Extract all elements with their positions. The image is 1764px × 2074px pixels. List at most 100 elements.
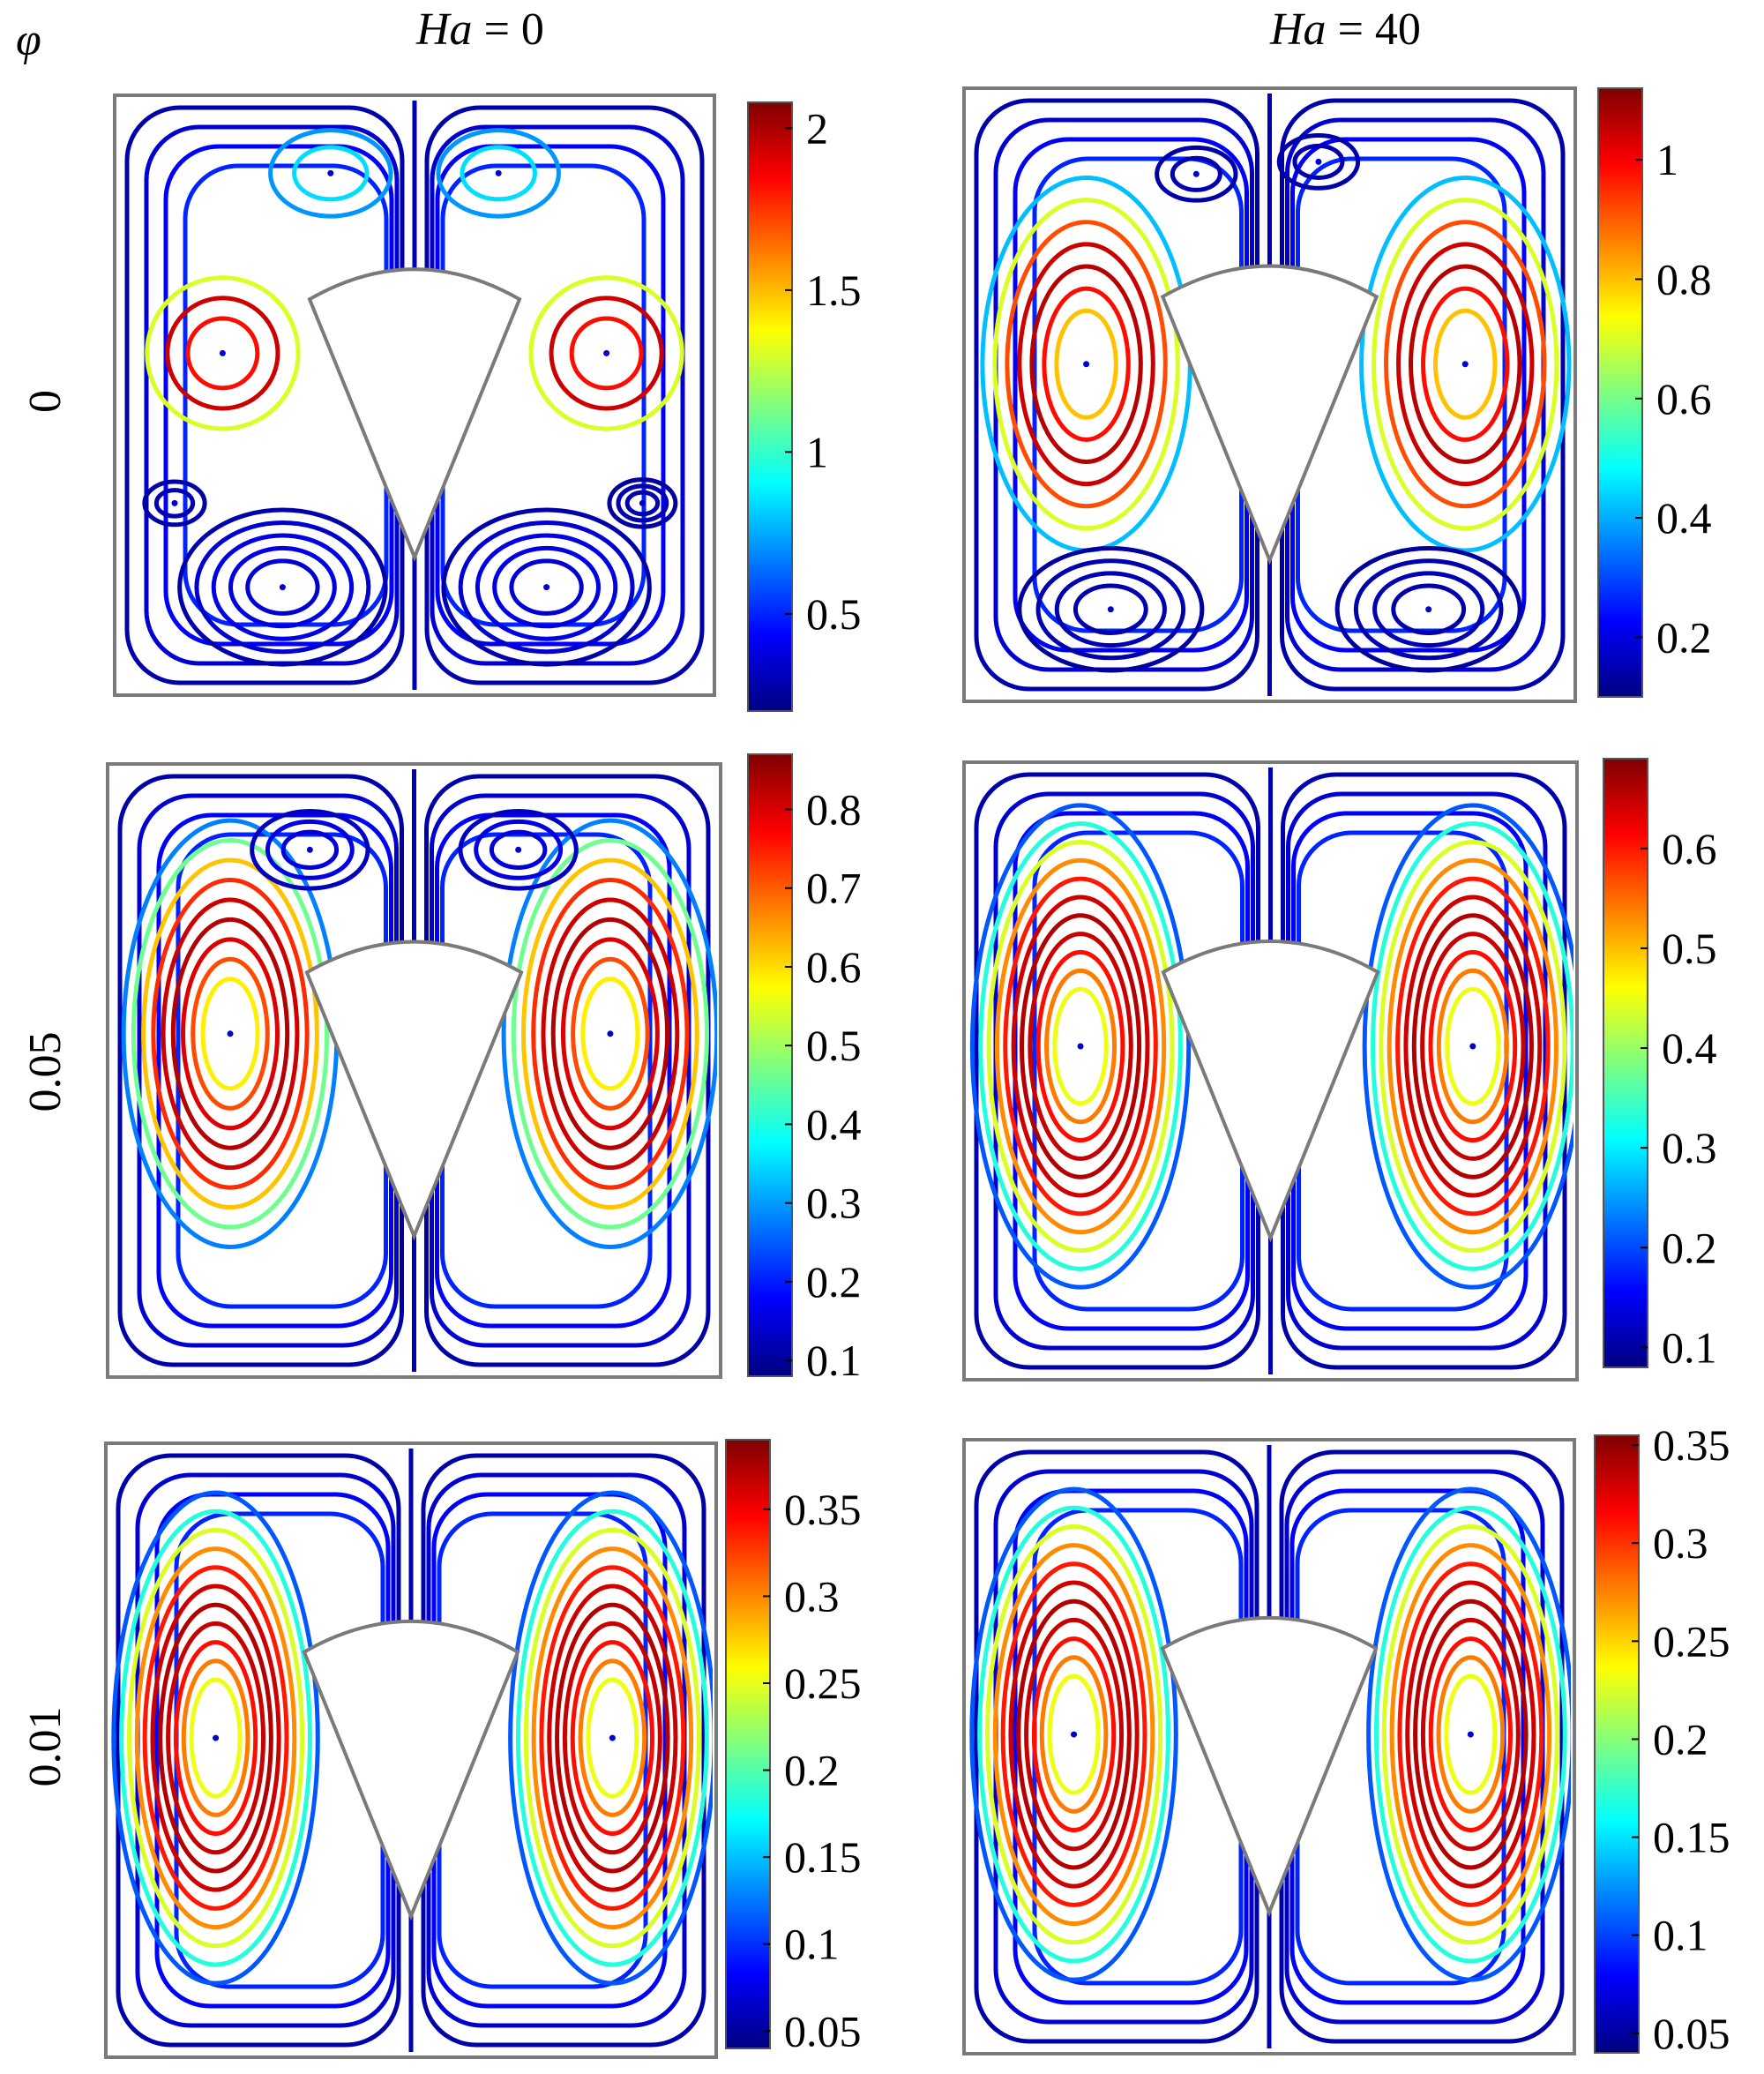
vortex-streamline (1445, 986, 1501, 1106)
colorbar-tick-label: 0.3 (784, 1571, 840, 1621)
vortex-center (1107, 606, 1114, 613)
colorbar (1603, 758, 1648, 1368)
colorbar-tick-label: 0.1 (1662, 1322, 1717, 1372)
vortex-streamline (280, 829, 340, 870)
vortex-center (306, 846, 313, 853)
colorbar (1594, 1434, 1640, 2054)
vortex-streamline (131, 838, 330, 1230)
vortex-streamline (1371, 821, 1573, 1271)
vortex-streamline (194, 520, 371, 655)
vortex-streamline (1039, 1655, 1109, 1814)
colorbar-tick-label: 0.4 (1656, 493, 1712, 543)
column-header-ha-40-eq: = 40 (1327, 4, 1421, 55)
vortex-center (603, 349, 610, 356)
vortex-streamline (141, 857, 319, 1210)
vortex-streamline (992, 1543, 1155, 1927)
row-label-phi-0.05: 0.05 (20, 1032, 71, 1112)
colorbar-tick-label: 0.5 (806, 589, 862, 639)
vortex-streamline (1391, 583, 1467, 635)
vortex-streamline (492, 545, 602, 629)
row-label-phi-0.01: 0.01 (20, 1707, 71, 1787)
column-header-ha-0-var: Ha (415, 4, 473, 55)
vortex-streamline (1436, 968, 1509, 1125)
colorbar-tick-label: 0.6 (806, 942, 862, 992)
panels: 0.511.520.20.40.60.810.10.20.30.40.50.60… (104, 86, 1730, 2059)
vortex-streamline (531, 877, 690, 1190)
vortex-center (171, 499, 178, 506)
panel-phi-0-col-1: 0.2 0.4 0.6 0.8 1 (962, 86, 1712, 703)
vortex-streamline (1155, 145, 1238, 203)
colorbar-tick-label: 0.3 (806, 1179, 862, 1228)
colorbar-tick-label: 0.05 (1653, 2009, 1730, 2058)
vortex-center (327, 169, 334, 176)
vortex-streamline (531, 1546, 694, 1930)
colorbar-tick-label: 0.5 (1662, 924, 1717, 973)
vortex-streamline (1028, 932, 1133, 1161)
vortex-center (495, 169, 502, 176)
vortex-streamline (511, 838, 710, 1230)
vortex-streamline (211, 533, 355, 641)
sector-obstacle (307, 267, 522, 562)
vortex-center (609, 1734, 616, 1741)
vortex-streamline (580, 977, 640, 1091)
vortex-streamline (173, 1640, 258, 1837)
vortex-streamline (475, 533, 618, 641)
colorbar-tick-label: 0.4 (1662, 1023, 1717, 1073)
colorbar-tick-label: 0.5 (806, 1021, 862, 1070)
colorbar-tick-label: 0.8 (806, 784, 862, 834)
sector-obstacle (304, 940, 524, 1241)
vortex-center (213, 1734, 220, 1741)
colorbar-tick-label: 0.1 (784, 1920, 840, 1969)
colorbar-tick-label: 0.1 (806, 1336, 862, 1385)
vortex-streamline (616, 483, 669, 523)
vortex-streamline (1421, 286, 1510, 442)
vortex-center (1315, 158, 1322, 165)
vortex-streamline (528, 275, 684, 431)
colorbar-tick-label: 0.15 (1653, 1813, 1730, 1862)
vortex-streamline (1379, 839, 1567, 1254)
vortex-center (1467, 1731, 1474, 1738)
vortex-streamline (578, 1658, 647, 1817)
colorbar-tick-label: 0.3 (1662, 1123, 1717, 1172)
column-header-ha-0-eq: = 0 (473, 4, 544, 55)
colorbar-tick-label: 2 (806, 103, 828, 153)
vortex-streamline (1436, 1655, 1506, 1814)
vortex-streamline (986, 839, 1175, 1254)
vortex-streamline (134, 1546, 297, 1930)
vortex-streamline (1387, 857, 1558, 1235)
colorbar-tick-label: 1 (1656, 135, 1678, 184)
vortex-streamline (1016, 1599, 1132, 1870)
vortex-streamline (111, 1490, 320, 1986)
colorbar-tick-label: 0.35 (1653, 1420, 1730, 1470)
vortex-streamline (181, 1658, 250, 1817)
vortex-streamline (1073, 583, 1148, 635)
vortex-streamline (1373, 1505, 1567, 1964)
vortex-streamline (126, 1527, 305, 1949)
vortex-streamline (1395, 876, 1551, 1217)
sector-obstacle (302, 1619, 520, 1921)
vortex-streamline (165, 296, 280, 411)
vortex-streamline (158, 1602, 273, 1874)
vortex-streamline (1042, 286, 1131, 442)
vortex-streamline (1334, 546, 1522, 673)
vortex-streamline (1433, 308, 1498, 420)
vortex-streamline (1405, 1580, 1536, 1889)
vortex-streamline (191, 956, 270, 1111)
vortex-streamline (1444, 1673, 1498, 1795)
vortex-streamline (441, 507, 652, 667)
column-header-ha-40-var: Ha (1269, 4, 1327, 55)
vortex-streamline (161, 897, 300, 1171)
vortex-streamline (1409, 264, 1522, 465)
vortex-streamline (523, 1527, 701, 1949)
vortex-streamline (1011, 895, 1150, 1198)
vortex-streamline (515, 1509, 709, 1967)
colorbar-tick-label: 0.4 (806, 1099, 862, 1149)
colorbar-tick-label: 0.8 (1656, 254, 1712, 303)
colorbar-tick-label: 0.25 (1653, 1616, 1730, 1666)
colorbar-tick-label: 0.7 (806, 864, 862, 913)
vortex-streamline (1031, 1636, 1117, 1833)
vortex-center (219, 349, 226, 356)
vortex-streamline (1017, 546, 1205, 673)
vortex-streamline (150, 1584, 281, 1892)
